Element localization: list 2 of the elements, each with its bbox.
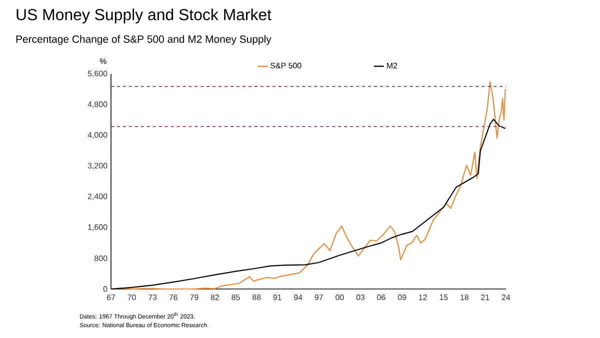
chart-title: US Money Supply and Stock Market xyxy=(16,8,272,24)
chart-subtitle: Percentage Change of S&P 500 and M2 Money Supply xyxy=(16,35,272,45)
